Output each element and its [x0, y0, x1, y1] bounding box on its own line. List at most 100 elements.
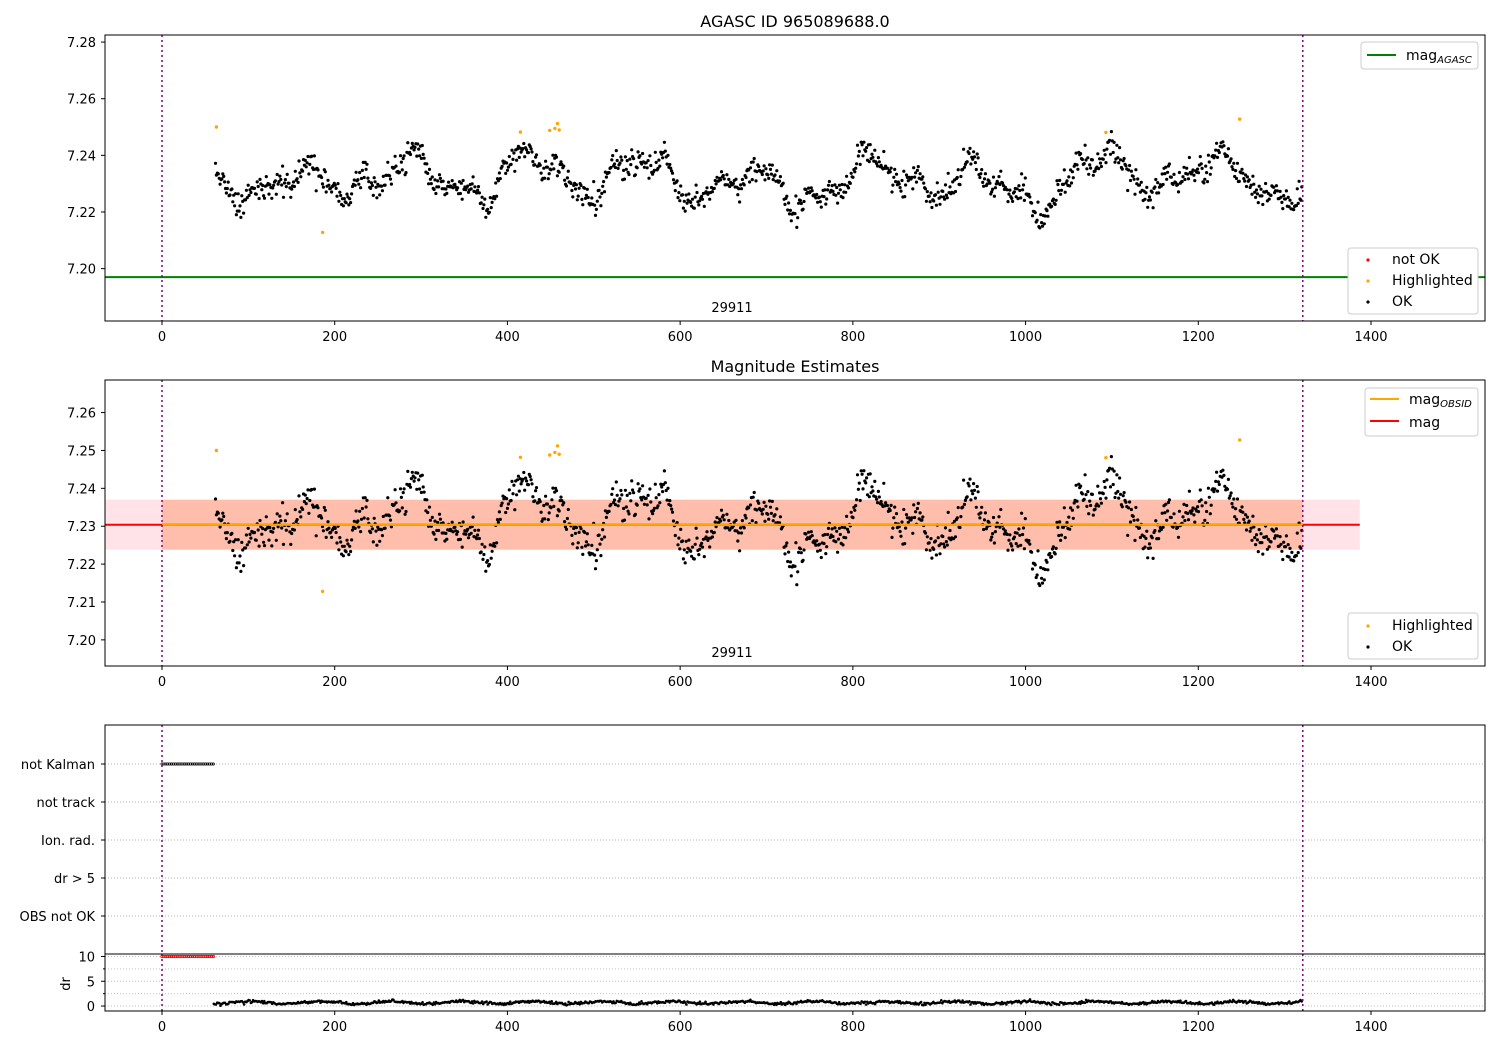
ok-point: [380, 189, 384, 193]
ok-point: [807, 530, 811, 534]
ok-point: [1232, 161, 1236, 165]
ok-point: [584, 193, 589, 197]
ok-point: [1176, 190, 1181, 194]
dr-point: [1288, 1000, 1291, 1003]
ok-point: [550, 162, 554, 166]
ok-point: [747, 506, 751, 510]
ok-point: [975, 152, 979, 156]
ok-point: [1039, 213, 1043, 217]
ok-point: [1272, 529, 1276, 533]
ok-point: [552, 167, 556, 171]
ok-point: [386, 160, 390, 164]
svg-text:magAGASC: magAGASC: [1406, 48, 1472, 66]
ok-point: [1005, 532, 1009, 537]
ok-point: [413, 145, 417, 149]
ok-point: [1297, 179, 1301, 183]
ok-point: [1191, 168, 1195, 172]
ok-point: [1117, 161, 1121, 165]
ok-point: [579, 183, 583, 188]
ok-point: [1214, 148, 1218, 152]
ok-point: [240, 540, 244, 545]
ok-point: [1007, 192, 1011, 196]
ok-point: [497, 510, 501, 514]
ok-point: [968, 477, 972, 481]
ok-point: [900, 520, 904, 524]
ok-point: [862, 140, 866, 144]
ok-point: [734, 177, 738, 181]
ok-point: [1254, 533, 1259, 537]
ok-point: [1186, 172, 1190, 176]
ok-point: [248, 188, 252, 192]
ok-point: [737, 187, 741, 191]
ok-point: [801, 207, 805, 211]
ok-point: [228, 539, 232, 543]
ok-point: [347, 553, 351, 557]
ok-point: [1181, 175, 1185, 179]
ok-point: [1019, 196, 1023, 200]
ok-point: [417, 478, 421, 482]
ok-point: [254, 192, 258, 196]
dr-point: [508, 1000, 512, 1003]
ok-point: [1217, 150, 1221, 155]
ok-point: [635, 503, 639, 507]
ok-point: [976, 490, 980, 494]
ok-point: [778, 175, 783, 179]
ok-point: [1063, 190, 1067, 194]
ok-point: [975, 484, 979, 489]
ok-point: [545, 502, 550, 506]
ok-point: [980, 168, 984, 172]
ok-point: [563, 178, 567, 182]
ok-point: [1128, 163, 1132, 168]
ok-point: [427, 505, 432, 509]
ok-point: [604, 515, 609, 520]
ok-point: [967, 484, 971, 488]
ok-point: [695, 536, 699, 540]
ok-point: [1278, 189, 1282, 193]
ok-point: [425, 162, 429, 166]
ok-point: [835, 529, 839, 533]
ok-point: [920, 518, 924, 522]
ok-point: [809, 530, 813, 534]
ok-point: [580, 545, 584, 549]
ok-point: [360, 168, 364, 172]
ok-point: [787, 550, 791, 554]
ok-point: [767, 176, 771, 180]
ok-point: [904, 183, 908, 187]
dr-point: [663, 1001, 667, 1005]
ok-point: [943, 183, 948, 187]
ok-point: [751, 495, 755, 499]
ok-point: [1057, 533, 1061, 538]
ok-point: [1146, 205, 1150, 209]
ok-point: [1021, 532, 1025, 537]
ok-point: [624, 167, 628, 171]
ok-point: [504, 510, 508, 515]
ok-point: [858, 498, 862, 503]
ok-point: [956, 506, 960, 510]
ok-point: [930, 205, 934, 210]
ok-point: [1187, 489, 1191, 493]
ok-point: [381, 174, 385, 178]
ok-point: [1008, 533, 1012, 537]
ok-point: [417, 147, 421, 151]
ok-point: [875, 164, 880, 168]
ok-point: [1244, 513, 1248, 517]
ok-point: [860, 143, 864, 147]
ok-point: [656, 166, 660, 170]
ok-point: [739, 183, 743, 187]
ok-point: [602, 535, 607, 539]
ok-point: [336, 182, 340, 186]
ok-point: [1104, 161, 1108, 165]
ok-point: [225, 531, 229, 535]
ok-point: [752, 156, 756, 161]
ok-point: [1068, 527, 1072, 531]
legend-ok-marker: [1366, 645, 1370, 649]
ok-point: [418, 487, 422, 491]
ok-point: [826, 188, 830, 192]
ok-point: [487, 562, 491, 567]
ok-point: [725, 173, 729, 177]
ok-point: [1167, 162, 1171, 166]
ok-point: [412, 148, 416, 152]
ok-point: [1059, 538, 1063, 543]
ok-point: [226, 180, 230, 184]
dr-point: [1197, 1002, 1200, 1006]
